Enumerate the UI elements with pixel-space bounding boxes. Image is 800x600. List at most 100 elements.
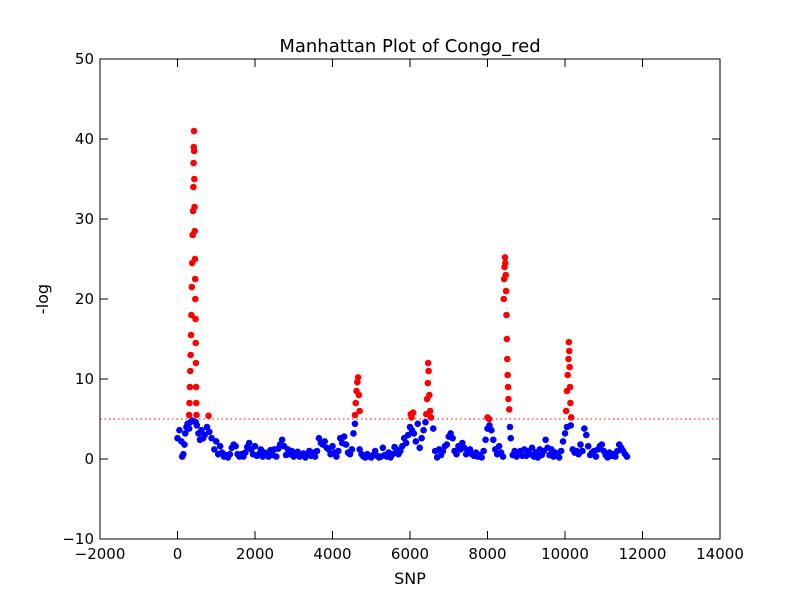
y-tick-label: −10 (62, 530, 94, 548)
snp-point-above-threshold (351, 411, 359, 419)
snp-point-below-threshold (273, 453, 280, 460)
snp-point-below-threshold (211, 446, 218, 453)
snp-point-below-threshold (482, 436, 489, 444)
snp-point-above-threshold (190, 159, 197, 167)
snp-point-above-threshold (566, 383, 574, 391)
snp-point-above-threshold (354, 374, 362, 381)
snp-point-below-threshold (329, 442, 336, 450)
snp-point-below-threshold (232, 442, 239, 450)
x-tick-label: −2000 (75, 545, 126, 563)
snp-point-below-threshold (420, 426, 427, 434)
snp-point-below-threshold (567, 422, 575, 429)
x-tick-label: 14000 (696, 545, 744, 563)
snp-point-below-threshold (490, 436, 497, 444)
snp-point-below-threshold (340, 433, 348, 440)
snp-point-below-threshold (453, 450, 460, 458)
snp-point-below-threshold (278, 436, 286, 444)
snp-point-above-threshold (352, 399, 360, 407)
snp-point-below-threshold (212, 438, 220, 445)
snp-point-above-threshold (503, 355, 511, 363)
snp-point-above-threshold (503, 311, 510, 319)
snp-point-below-threshold (557, 447, 565, 455)
snp-point-above-threshold (186, 367, 194, 375)
snp-point-above-threshold (187, 331, 195, 339)
snp-point-above-threshold (186, 383, 194, 391)
snp-point-above-threshold (409, 409, 417, 416)
snp-point-below-threshold (208, 434, 215, 442)
x-tick-label: 8000 (468, 545, 506, 563)
snp-point-below-threshold (379, 444, 387, 452)
snp-point-below-threshold (495, 442, 503, 450)
snp-point-below-threshold (198, 426, 205, 434)
snp-point-below-threshold (480, 447, 487, 455)
snp-point-above-threshold (188, 283, 196, 291)
x-tick-label: 2000 (236, 545, 274, 563)
snp-point-below-threshold (251, 442, 259, 450)
snp-point-below-threshold (577, 441, 584, 448)
snp-point-below-threshold (559, 438, 567, 445)
snp-point-below-threshold (561, 430, 569, 437)
snp-point-below-threshold (583, 431, 590, 439)
snp-point-above-threshold (192, 399, 200, 407)
snp-point-above-threshold (190, 127, 198, 135)
snp-point-below-threshold (542, 436, 549, 444)
snp-point-above-threshold (188, 311, 195, 319)
snp-point-above-threshold (501, 254, 509, 261)
snp-point-below-threshold (245, 439, 253, 447)
y-tick-label: 50 (75, 50, 94, 68)
x-tick-label: 6000 (391, 545, 429, 563)
snp-point-above-threshold (500, 295, 508, 303)
snp-point-above-threshold (504, 383, 512, 391)
snp-point-below-threshold (333, 453, 340, 460)
snp-point-above-threshold (355, 391, 363, 399)
snp-point-above-threshold (502, 259, 509, 267)
y-tick-label: 10 (75, 370, 94, 388)
snp-point-below-threshold (506, 423, 514, 431)
snp-point-below-threshold (321, 438, 329, 445)
snp-point-above-threshold (190, 147, 198, 155)
snp-point-below-threshold (351, 420, 359, 428)
snp-point-above-threshold (485, 415, 493, 423)
snp-point-above-threshold (566, 363, 573, 371)
snp-point-below-threshold (193, 422, 201, 429)
snp-point-below-threshold (348, 446, 356, 453)
snp-point-below-threshold (412, 438, 420, 445)
snp-point-below-threshold (201, 431, 208, 439)
snp-point-above-threshold (192, 383, 200, 391)
snp-point-above-threshold (504, 371, 511, 379)
points-layer (174, 127, 631, 461)
snp-point-below-threshold (216, 442, 224, 450)
x-tick-label: 0 (173, 545, 183, 563)
snp-point-above-threshold (567, 399, 574, 407)
snp-point-above-threshold (503, 335, 511, 343)
snp-point-above-threshold (424, 359, 432, 367)
snp-point-below-threshold (402, 439, 410, 447)
snp-point-above-threshold (185, 411, 193, 419)
snp-point-below-threshold (623, 453, 631, 460)
snp-point-above-threshold (426, 391, 433, 399)
snp-point-below-threshold (598, 441, 606, 448)
x-tick-label: 10000 (541, 545, 589, 563)
snp-point-above-threshold (191, 227, 199, 235)
snp-point-below-threshold (422, 418, 429, 426)
snp-point-above-threshold (192, 339, 200, 347)
snp-point-above-threshold (502, 271, 510, 279)
snp-point-below-threshold (181, 430, 189, 437)
snp-point-below-threshold (185, 425, 193, 432)
snp-point-above-threshold (191, 275, 199, 283)
snp-point-above-threshold (502, 287, 510, 295)
snp-point-below-threshold (418, 434, 425, 442)
snp-point-above-threshold (564, 371, 572, 379)
snp-point-below-threshold (581, 425, 588, 432)
snp-point-below-threshold (226, 450, 234, 458)
snp-point-below-threshold (499, 453, 507, 460)
snp-point-below-threshold (579, 447, 586, 455)
snp-point-above-threshold (191, 203, 198, 211)
snp-point-below-threshold (414, 420, 422, 428)
snp-point-above-threshold (505, 395, 512, 403)
snp-point-above-threshold (505, 406, 513, 413)
snp-point-above-threshold (425, 367, 432, 375)
snp-point-above-threshold (426, 407, 434, 415)
y-tick-label: 40 (75, 130, 94, 148)
